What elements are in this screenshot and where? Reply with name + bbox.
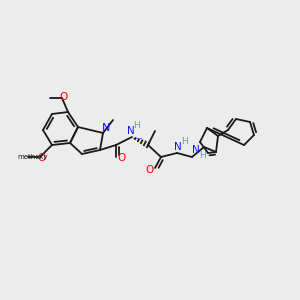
Text: O: O	[59, 92, 67, 102]
Text: H: H	[181, 136, 188, 146]
Text: N: N	[127, 126, 135, 136]
Text: N: N	[192, 145, 200, 155]
Text: methoxy: methoxy	[18, 154, 48, 160]
Text: O: O	[146, 165, 154, 175]
Text: ···: ···	[132, 134, 144, 146]
Text: H: H	[133, 121, 140, 130]
Text: O: O	[118, 153, 126, 163]
Text: N: N	[102, 123, 110, 133]
Text: H: H	[200, 152, 206, 160]
Text: N: N	[174, 142, 182, 152]
Text: O: O	[37, 153, 45, 163]
